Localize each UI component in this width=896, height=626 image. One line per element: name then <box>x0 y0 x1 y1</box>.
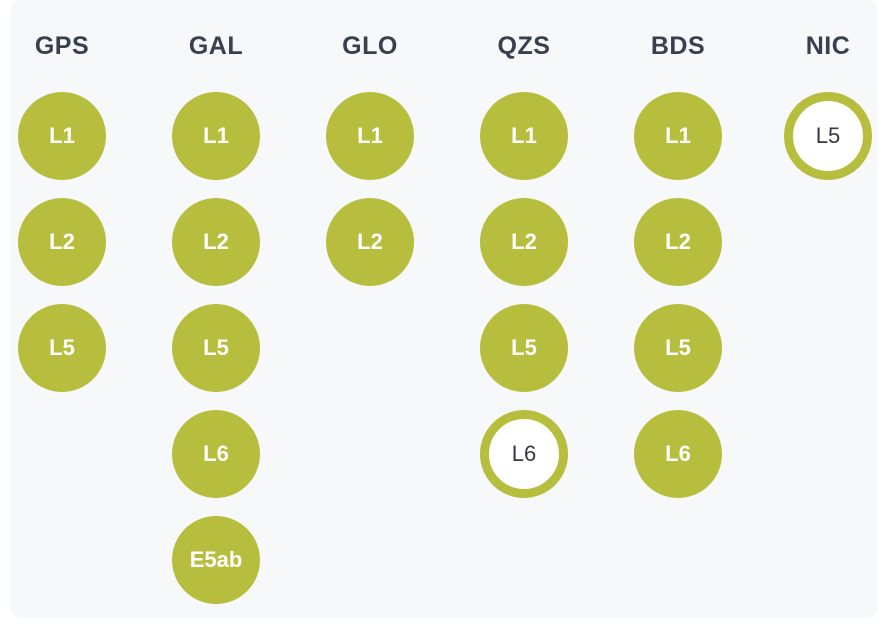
signal-list: L1 L2 L5 L6 E5ab <box>172 92 260 622</box>
signal-toggle-glo-l1[interactable]: L1 <box>326 92 414 180</box>
signal-toggle-gps-l5[interactable]: L5 <box>18 304 106 392</box>
signal-list: L1 L2 <box>326 92 414 304</box>
signal-toggle-gps-l1[interactable]: L1 <box>18 92 106 180</box>
signal-toggle-gal-l1[interactable]: L1 <box>172 92 260 180</box>
signal-toggle-qzs-l6[interactable]: L6 <box>480 410 568 498</box>
signal-list: L5 <box>784 92 872 198</box>
signal-toggle-bds-l1[interactable]: L1 <box>634 92 722 180</box>
signal-toggle-gal-l5[interactable]: L5 <box>172 304 260 392</box>
signal-toggle-nic-l5[interactable]: L5 <box>784 92 872 180</box>
constellation-title: QZS <box>497 32 551 60</box>
signal-toggle-gal-l2[interactable]: L2 <box>172 198 260 286</box>
constellation-column-glo: GLO L1 L2 <box>326 0 414 304</box>
constellation-column-qzs: QZS L1 L2 L5 L6 <box>480 0 568 516</box>
signal-toggle-bds-l6[interactable]: L6 <box>634 410 722 498</box>
signal-toggle-gal-e5ab[interactable]: E5ab <box>172 516 260 604</box>
constellation-column-gps: GPS L1 L2 L5 <box>18 0 106 410</box>
signal-list: L1 L2 L5 L6 <box>634 92 722 516</box>
constellation-title: GPS <box>34 32 90 60</box>
constellation-column-bds: BDS L1 L2 L5 L6 <box>634 0 722 516</box>
signal-toggle-gal-l6[interactable]: L6 <box>172 410 260 498</box>
constellation-title: GAL <box>188 32 244 60</box>
signal-toggle-qzs-l1[interactable]: L1 <box>480 92 568 180</box>
signal-panel: GPS L1 L2 L5 GAL L1 L2 L5 L6 E5ab GLO L1 L2 QZS… <box>10 0 878 618</box>
constellation-title: GLO <box>342 32 398 60</box>
signal-toggle-glo-l2[interactable]: L2 <box>326 198 414 286</box>
signal-toggle-qzs-l5[interactable]: L5 <box>480 304 568 392</box>
signal-list: L1 L2 L5 <box>18 92 106 410</box>
signal-list: L1 L2 L5 L6 <box>480 92 568 516</box>
signal-toggle-gps-l2[interactable]: L2 <box>18 198 106 286</box>
constellation-column-nic: NIC L5 <box>784 0 872 198</box>
constellation-title: BDS <box>650 32 706 60</box>
constellation-column-gal: GAL L1 L2 L5 L6 E5ab <box>172 0 260 622</box>
signal-toggle-qzs-l2[interactable]: L2 <box>480 198 568 286</box>
signal-toggle-bds-l5[interactable]: L5 <box>634 304 722 392</box>
constellation-title: NIC <box>805 32 851 60</box>
signal-toggle-bds-l2[interactable]: L2 <box>634 198 722 286</box>
